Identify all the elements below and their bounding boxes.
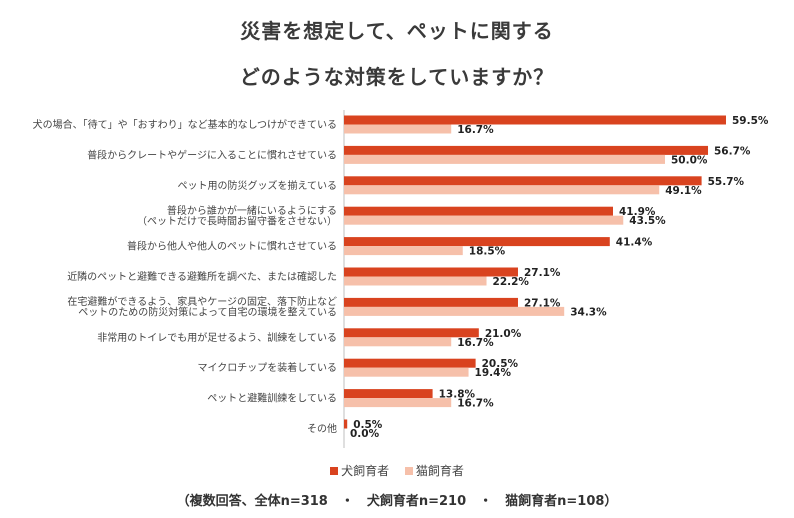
category-label: ペットのための防災対策によって自宅の環境を整えている xyxy=(78,306,337,319)
category-label: 普段から誰かが一緒にいるようにする xyxy=(167,204,337,217)
legend-swatch-dog xyxy=(330,467,339,475)
dog-bar xyxy=(344,145,709,155)
dog-value-label: 41.4% xyxy=(616,237,653,249)
cat-bar xyxy=(344,185,660,195)
dog-value-label: 55.7% xyxy=(708,176,745,188)
cat-bar xyxy=(344,246,463,256)
dog-value-label: 13.8% xyxy=(439,389,476,401)
chart-title-line-2: どのような対策をしていますか？ xyxy=(239,65,555,89)
dog-bar xyxy=(344,115,726,125)
dog-bar xyxy=(344,389,433,399)
category-label: 普段から他人や他人のペットに慣れさせている xyxy=(127,240,337,253)
dog-bar xyxy=(344,206,613,216)
dog-value-label: 20.5% xyxy=(482,358,519,370)
dog-bar xyxy=(344,358,476,368)
legend-swatch-cat xyxy=(404,467,413,475)
category-label: ペット用の防災グッズを揃えている xyxy=(178,179,338,192)
cat-value-label: 16.7% xyxy=(457,337,494,349)
cat-value-label: 0.0% xyxy=(350,428,380,440)
sample-size-note: （複数回答、全体n=318 ・ 犬飼育者n=210 ・ 猫飼育者n=108） xyxy=(176,494,618,509)
legend-label-dog: 犬飼育者 xyxy=(341,464,390,478)
category-label: 普段からクレートやゲージに入ることに慣れさせている xyxy=(87,148,337,161)
cat-bar xyxy=(344,215,624,225)
cat-value-label: 34.3% xyxy=(570,306,607,318)
cat-value-label: 50.0% xyxy=(671,154,708,166)
dog-value-label: 56.7% xyxy=(714,145,751,157)
cat-value-label: 49.1% xyxy=(665,185,702,197)
dog-bar xyxy=(344,419,348,429)
cat-value-label: 22.2% xyxy=(493,276,530,288)
category-label: （ペットだけで長時間お留守番をさせない） xyxy=(137,214,337,227)
cat-bar xyxy=(344,398,452,408)
category-label: 非常用のトイレでも用が足せるよう、訓練をしている xyxy=(97,331,337,344)
category-label: その他 xyxy=(307,422,337,435)
cat-bar xyxy=(344,276,487,286)
legend-item-cat: 猫飼育者 xyxy=(404,462,464,479)
legend-item-dog: 犬飼育者 xyxy=(330,462,389,479)
dog-value-label: 21.0% xyxy=(485,328,522,340)
category-label: 在宅避難ができるよう、家具やケージの固定、落下防止など xyxy=(67,295,337,308)
legend-label-cat: 猫飼育者 xyxy=(415,464,464,478)
cat-value-label: 19.4% xyxy=(475,367,512,379)
cat-value-label: 18.5% xyxy=(469,246,506,258)
dog-bar xyxy=(344,328,479,338)
cat-value-label: 16.7% xyxy=(457,398,494,410)
dog-value-label: 27.1% xyxy=(524,297,561,309)
legend: 犬飼育者 猫飼育者 xyxy=(0,462,794,479)
dog-value-label: 41.9% xyxy=(619,206,656,218)
cat-value-label: 43.5% xyxy=(629,215,666,227)
dog-bar xyxy=(344,267,518,277)
cat-bar xyxy=(344,154,665,164)
chart-title-line-1: 災害を想定して、ペットに関する xyxy=(240,19,554,43)
dog-value-label: 0.5% xyxy=(353,419,383,431)
dog-value-label: 59.5% xyxy=(732,115,769,127)
dog-bar xyxy=(344,176,702,186)
dog-value-label: 27.1% xyxy=(524,267,561,279)
cat-bar xyxy=(344,337,452,347)
cat-bar xyxy=(344,306,565,316)
cat-bar xyxy=(344,124,452,134)
cat-value-label: 16.7% xyxy=(457,124,494,136)
category-label: マイクロチップを装着している xyxy=(198,361,338,374)
dog-bar xyxy=(344,237,610,247)
category-label: 近隣のペットと避難できる避難所を調べた、または確認した xyxy=(67,270,337,283)
dog-bar xyxy=(344,297,518,307)
category-label: ペットと避難訓練をしている xyxy=(207,392,337,405)
category-label: 犬の場合、「待て」や「おすわり」など基本的なしつけができている xyxy=(33,118,337,131)
cat-bar xyxy=(344,367,469,377)
